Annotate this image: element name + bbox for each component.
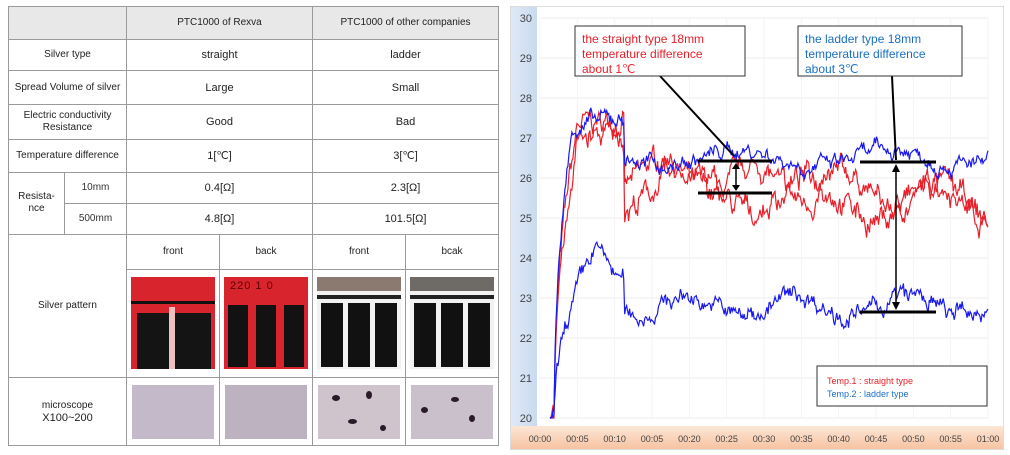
series-temp2-top-line: [549, 107, 989, 419]
pattern-photo-back-rexva: 220 1 0: [219, 268, 313, 379]
y-axis-band: [511, 7, 537, 427]
resistance-length-10mm: 10mm: [64, 172, 127, 204]
row-label-resistance: Resista-nce: [8, 172, 65, 235]
pattern-header-front-other: front: [312, 233, 406, 270]
row-label-conductivity: Electric conductivity Resistance: [8, 104, 127, 141]
annotation-ladder-line3: about 3℃: [805, 62, 859, 76]
cell-rexva-res-500mm: 4.8[Ω]: [126, 202, 313, 235]
series-temp2-bottom-line: [550, 240, 989, 419]
col-header-rexva: PTC1000 of Rexva: [126, 6, 313, 40]
comparison-table: PTC1000 of Rexva PTC1000 of other compan…: [8, 6, 500, 446]
microscope-photo-front-other: [312, 377, 406, 446]
row-label-microscope: microscope X100~200: [8, 377, 127, 446]
row-label-temp-diff: Temperature difference: [8, 139, 127, 174]
pattern-header-front-rexva: front: [126, 233, 220, 270]
cell-rexva-silver-type: straight: [126, 38, 313, 71]
legend-item-temp2: Temp.2 : ladder type: [827, 389, 909, 399]
microscope-label: microscope: [41, 399, 94, 411]
y-tick-label: 30: [520, 13, 532, 25]
pattern-header-back-rexva: back: [219, 233, 313, 270]
cell-other-res-500mm: 101.5[Ω]: [311, 202, 500, 235]
pattern-photo-front-rexva: [126, 268, 220, 379]
cell-rexva-spread-volume: Large: [126, 69, 313, 106]
x-tick-label: 00:20: [678, 434, 701, 444]
series-temp1-line: [550, 109, 989, 419]
cell-other-silver-type: ladder: [311, 38, 500, 71]
y-tick-label: 26: [520, 173, 532, 185]
y-tick-label: 20: [520, 413, 532, 425]
x-tick-label: 00:45: [865, 434, 888, 444]
cell-other-spread-volume: Small: [311, 69, 500, 106]
legend-box: [816, 365, 988, 407]
y-tick-label: 21: [520, 373, 532, 385]
y-tick-label: 29: [520, 53, 532, 65]
x-tick-labels: 00:00 00:05 00:10 00:05 00:20 00:25 00:30 00:35…: [529, 434, 1000, 444]
microscope-photo-back-other: [404, 377, 500, 446]
cell-rexva-conductivity: Good: [126, 104, 313, 141]
pattern-photo-front-other: [312, 268, 406, 379]
annotation-straight-line2: temperature difference: [582, 47, 703, 61]
series-temp1b-line: [549, 117, 989, 419]
annotation-straight-line1: the straight type 18mm: [582, 32, 704, 46]
x-tick-label: 00:00: [529, 434, 552, 444]
x-tick-label: 00:35: [790, 434, 813, 444]
x-tick-label: 00:25: [715, 434, 738, 444]
x-tick-label: 00:55: [939, 434, 962, 444]
pattern-header-back-other: bcak: [404, 233, 500, 270]
y-tick-label: 28: [520, 93, 532, 105]
x-tick-label: 00:10: [603, 434, 626, 444]
cell-other-res-10mm: 2.3[Ω]: [311, 172, 500, 204]
microscope-magnification: X100~200: [42, 411, 93, 424]
y-tick-label: 25: [520, 213, 532, 225]
x-tick-label: 01:00: [977, 434, 1000, 444]
y-tick-label: 23: [520, 293, 532, 305]
x-tick-label: 00:05: [641, 434, 664, 444]
annotation-ladder-line2: temperature difference: [805, 47, 926, 61]
y-tick-label: 27: [520, 133, 532, 145]
microscope-photo-front-rexva: [126, 377, 220, 446]
microscope-photo-back-rexva: [219, 377, 313, 446]
cell-rexva-temp-diff: 1[℃]: [126, 139, 313, 174]
table-corner: [8, 6, 127, 40]
x-tick-label: 00:40: [827, 434, 850, 444]
cell-other-temp-diff: 3[℃]: [311, 139, 500, 174]
x-axis-band: [511, 426, 1003, 449]
y-tick-label: 24: [520, 253, 532, 265]
annotation-straight-line3: about 1℃: [582, 62, 636, 76]
legend-item-temp1: Temp.1 : straight type: [827, 376, 913, 386]
annotation-ladder-line1: the ladder type 18mm: [805, 32, 921, 46]
cell-rexva-res-10mm: 0.4[Ω]: [126, 172, 313, 204]
dimension-marker-straight: [659, 75, 772, 195]
annotation-box-straight: [574, 25, 746, 77]
x-tick-label: 00:30: [753, 434, 776, 444]
row-label-silver-type: Silver type: [8, 38, 127, 71]
x-tick-label: 00:05: [566, 434, 589, 444]
annotation-box-ladder: [797, 25, 963, 77]
resistance-length-500mm: 500mm: [64, 202, 127, 235]
y-tick-labels: 20 21 22 23 24 25 26 27 28 29 30: [520, 13, 532, 425]
pattern-photo-back-other: [404, 268, 500, 379]
y-tick-label: 22: [520, 333, 532, 345]
row-label-silver-pattern: Silver pattern: [8, 233, 127, 379]
x-tick-label: 00:50: [902, 434, 925, 444]
cell-other-conductivity: Bad: [311, 104, 500, 141]
dimension-marker-ladder: [860, 75, 936, 314]
row-label-spread-volume: Spread Volume of silver: [8, 69, 127, 106]
pattern-back-label: 220 1 0: [230, 280, 274, 293]
col-header-other: PTC1000 of other companies: [311, 6, 500, 40]
